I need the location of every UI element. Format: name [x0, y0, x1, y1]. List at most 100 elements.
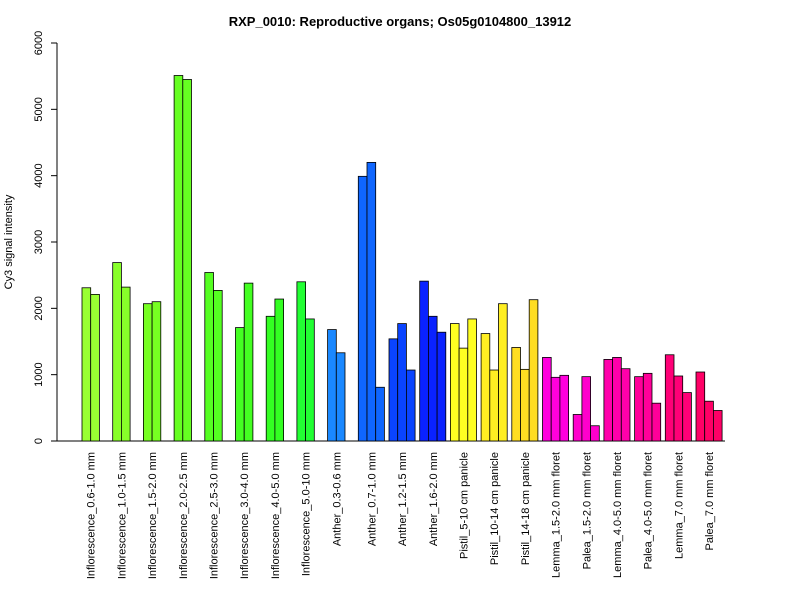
- bar: [419, 280, 429, 442]
- bar: [335, 352, 346, 442]
- bar: [213, 290, 223, 442]
- bar: [182, 79, 192, 442]
- bar-group: [634, 372, 662, 442]
- bar: [265, 315, 276, 442]
- bar-group: [142, 301, 162, 442]
- bar: [520, 368, 530, 442]
- bar: [664, 354, 675, 442]
- x-tick-label: Palea_1.5-2.0 mm floret: [581, 452, 593, 569]
- bar: [427, 315, 438, 442]
- bar-series: [81, 75, 723, 442]
- bar: [458, 347, 469, 442]
- bar: [388, 338, 399, 442]
- x-tick-label: Lemma_1.5-2.0 mm floret: [551, 452, 563, 578]
- x-tick-label: Palea_7.0 mm floret: [704, 452, 716, 550]
- bar: [498, 303, 508, 442]
- bar: [581, 376, 592, 442]
- bar-group: [235, 282, 254, 442]
- x-tick-label: Pistil_5-10 cm panicle: [458, 452, 470, 559]
- bar: [695, 371, 706, 442]
- bar-group: [542, 357, 570, 442]
- bar: [603, 359, 614, 442]
- bar: [542, 357, 552, 442]
- chart-title: RXP_0010: Reproductive organs; Os05g0104…: [229, 14, 572, 29]
- bar: [682, 392, 692, 442]
- bar-group: [664, 354, 692, 442]
- x-tick-label: Inflorescence_1.0-1.5 mm: [116, 452, 128, 579]
- bar-group: [173, 75, 192, 442]
- bar: [81, 287, 92, 442]
- bar-group: [603, 357, 631, 442]
- bar: [550, 376, 561, 442]
- bar: [305, 318, 315, 442]
- bar: [673, 375, 684, 442]
- bar: [296, 281, 306, 442]
- bar: [243, 282, 254, 442]
- bar-group: [480, 303, 508, 442]
- x-tick-label: Palea_4.0-5.0 mm floret: [643, 452, 655, 569]
- x-tick-label: Inflorescence_5.0-10 mm: [301, 452, 313, 576]
- y-tick-label: 0: [33, 438, 45, 444]
- bar: [704, 400, 714, 442]
- bar: [235, 327, 245, 442]
- y-tick-label: 1000: [33, 362, 45, 386]
- bar: [612, 357, 622, 442]
- x-tick-label: Lemma_4.0-5.0 mm floret: [612, 452, 624, 578]
- y-tick-label: 3000: [33, 230, 45, 254]
- bar: [366, 161, 377, 442]
- x-tick-label: Inflorescence_3.0-4.0 mm: [239, 452, 251, 579]
- x-tick-label: Inflorescence_4.0-5.0 mm: [270, 452, 282, 579]
- bar-group: [388, 323, 416, 442]
- bar-group: [449, 318, 477, 442]
- y-tick-label: 5000: [33, 97, 45, 121]
- x-tick-label: Pistil_10-14 cm panicle: [489, 452, 501, 565]
- y-axis-label: Cy3 signal intensity: [3, 194, 15, 289]
- category-labels: Inflorescence_0.6-1.0 mm Inflorescence_1.…: [86, 452, 716, 579]
- y-tick-label: 6000: [33, 31, 45, 55]
- bar: [642, 372, 653, 442]
- x-tick-label: Pistil_14-18 cm panicle: [520, 452, 532, 565]
- bar: [90, 294, 100, 442]
- bar-group: [572, 376, 600, 442]
- bar: [572, 414, 583, 442]
- bar: [204, 272, 214, 442]
- x-tick-label: Lemma_7.0 mm floret: [673, 452, 685, 559]
- bar: [449, 323, 460, 442]
- x-tick-label: Inflorescence_1.5-2.0 mm: [147, 452, 159, 579]
- bar-group: [511, 299, 539, 442]
- bar: [375, 386, 385, 442]
- bar-group: [419, 280, 447, 442]
- bar: [142, 303, 153, 442]
- bar: [511, 347, 521, 442]
- bar: [151, 301, 162, 442]
- bar: [357, 175, 368, 442]
- bar: [590, 425, 600, 442]
- bar-group: [81, 287, 100, 442]
- bar: [634, 376, 644, 442]
- x-tick-label: Anther_0.3-0.6 mm: [331, 452, 343, 546]
- bar: [436, 331, 447, 442]
- bar: [620, 368, 631, 442]
- y-tick-label: 4000: [33, 163, 45, 187]
- bar: [489, 369, 499, 442]
- bar: [274, 298, 284, 442]
- bar: [397, 323, 407, 442]
- x-tick-label: Inflorescence_2.0-2.5 mm: [178, 452, 190, 579]
- bar: [480, 333, 491, 442]
- bar: [651, 402, 662, 442]
- x-tick-label: Inflorescence_2.5-3.0 mm: [209, 452, 221, 579]
- bar: [405, 369, 416, 442]
- bar-group: [695, 371, 723, 442]
- bar-group: [296, 281, 315, 442]
- y-tick-label: 2000: [33, 296, 45, 320]
- y-axis: 0 1000 2000 3000 4000 5000 6000: [33, 31, 58, 444]
- bar: [713, 410, 723, 442]
- x-tick-label: Inflorescence_0.6-1.0 mm: [86, 452, 98, 579]
- bar: [559, 374, 570, 442]
- bar: [173, 75, 184, 442]
- bar: [327, 329, 337, 442]
- bar: [121, 286, 131, 442]
- bar: [467, 318, 477, 442]
- bar-group: [204, 272, 223, 442]
